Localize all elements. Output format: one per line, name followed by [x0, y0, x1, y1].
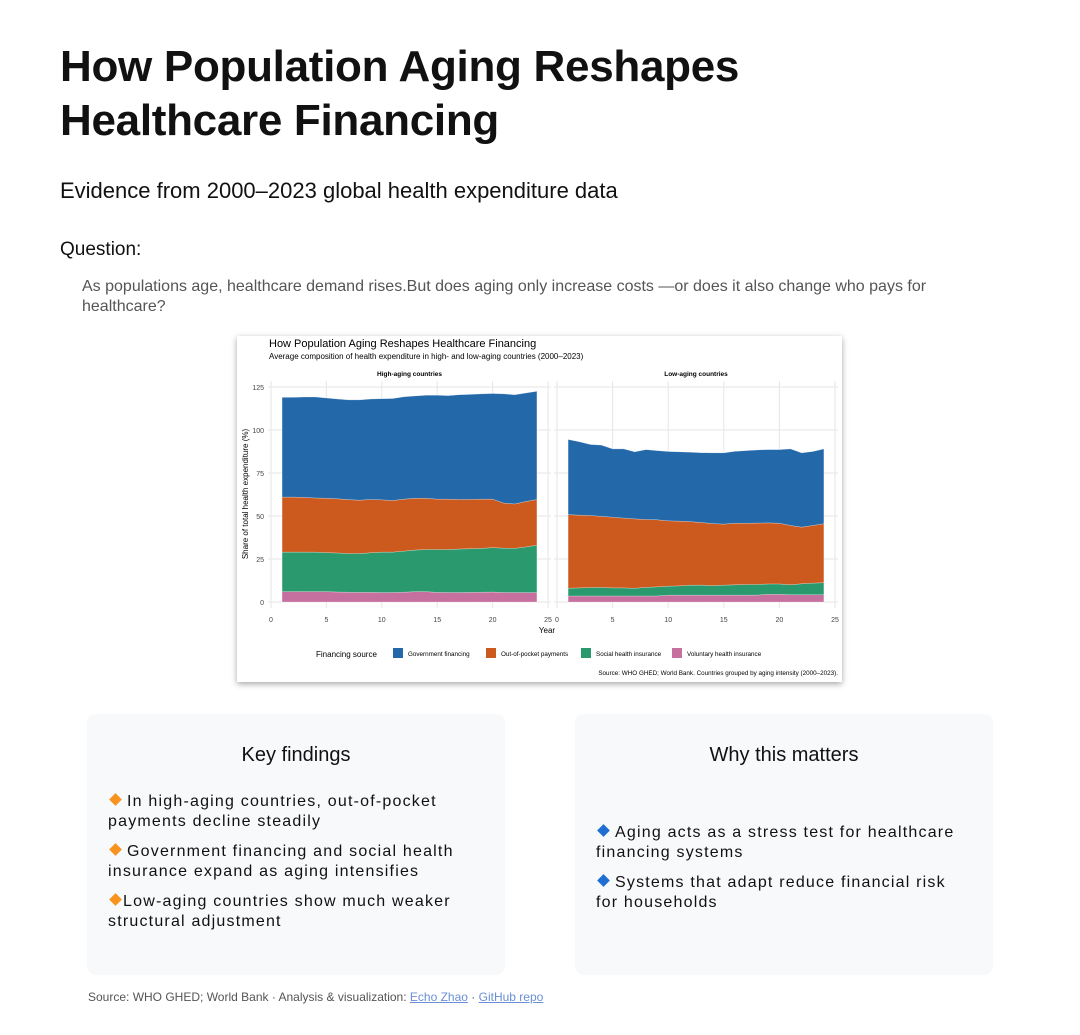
x-tick-label: 15 — [433, 617, 441, 624]
legend-swatch — [672, 648, 682, 658]
legend-swatch — [393, 648, 403, 658]
x-axis-label: Year — [539, 626, 556, 635]
panel-high-aging: 0 25 50 75 100 125 0 5 10 15 20 25 High-aging countr… — [252, 371, 552, 624]
matters-item: Aging acts as a stress test for healthca… — [596, 823, 973, 863]
chart-caption: Source: WHO GHED; World Bank. Countries … — [598, 670, 838, 677]
page-title: How Population Aging Reshapes Healthcare… — [60, 42, 740, 145]
github-repo-link[interactable]: GitHub repo — [478, 990, 544, 1004]
legend-label: Social health insurance — [596, 651, 662, 658]
y-tick-label: 25 — [256, 557, 264, 564]
y-tick-label: 75 — [256, 471, 264, 478]
legend-label: Government financing — [408, 651, 470, 658]
question-text: As populations age, healthcare demand ri… — [82, 278, 927, 315]
blue-diamond-icon — [597, 874, 610, 887]
key-findings-list: In high-aging countries, out-of-pocket p… — [108, 792, 485, 942]
legend-title: Financing source — [316, 650, 377, 659]
x-tick-label: 0 — [269, 617, 273, 624]
blue-diamond-icon — [597, 824, 610, 837]
legend-label: Out-of-pocket payments — [501, 651, 568, 658]
footer-source: Source: WHO GHED; World Bank · Analysis … — [88, 990, 410, 1004]
finding-text: Government financing and social health i… — [108, 843, 454, 880]
finding-item: Low-aging countries show much weaker str… — [108, 892, 485, 932]
y-tick-label: 0 — [260, 600, 264, 607]
x-tick-label: 10 — [378, 617, 386, 624]
area-out-of-pocket-payments — [281, 496, 538, 554]
finding-text: Low-aging countries show much weaker str… — [108, 893, 451, 930]
finding-item: In high-aging countries, out-of-pocket p… — [108, 792, 485, 832]
x-tick-label: 15 — [720, 617, 728, 624]
question-label: Question: — [60, 239, 142, 260]
area-government-financing — [281, 391, 538, 505]
x-tick-label: 10 — [664, 617, 672, 624]
finding-item: Government financing and social health i… — [108, 842, 485, 882]
matters-text: Systems that adapt reduce financial risk… — [596, 874, 946, 911]
y-tick-label: 100 — [252, 428, 264, 435]
stacked-area-chart: How Population Aging Reshapes Healthcare… — [241, 338, 839, 677]
y-tick-label: 50 — [256, 514, 264, 521]
area-out-of-pocket-payments — [567, 514, 825, 589]
finding-text: In high-aging countries, out-of-pocket p… — [108, 793, 437, 830]
panel-title: Low-aging countries — [664, 371, 728, 378]
legend-label: Voluntary health insurance — [687, 651, 762, 658]
footer: Source: WHO GHED; World Bank · Analysis … — [88, 990, 543, 1004]
orange-diamond-icon — [109, 893, 122, 906]
chart-figure: How Population Aging Reshapes Healthcare… — [237, 336, 842, 682]
key-findings-title: Key findings — [241, 744, 351, 766]
x-tick-label: 20 — [776, 617, 784, 624]
matters-text: Aging acts as a stress test for healthca… — [596, 824, 955, 861]
x-tick-label: 5 — [324, 617, 328, 624]
orange-diamond-icon — [109, 793, 122, 806]
orange-diamond-icon — [109, 843, 122, 856]
x-tick-label: 25 — [831, 617, 839, 624]
why-matters-title: Why this matters — [709, 744, 859, 766]
x-tick-label: 5 — [611, 617, 615, 624]
x-tick-label: 20 — [489, 617, 497, 624]
panel-low-aging: 0 5 10 15 20 25 Low-aging countries — [554, 371, 839, 624]
legend-swatch — [581, 648, 591, 658]
y-axis-label: Share of total health expenditure (%) — [241, 429, 250, 560]
x-tick-label: 0 — [555, 617, 559, 624]
why-matters-card: Why this matters Aging acts as a stress … — [575, 714, 993, 975]
chart-subtitle: Average composition of health expenditur… — [269, 352, 584, 361]
chart-legend: Financing source Government financing Out… — [316, 648, 762, 659]
chart-title: How Population Aging Reshapes Healthcare… — [269, 338, 536, 350]
area-government-financing — [567, 439, 825, 528]
panel-title: High-aging countries — [377, 371, 442, 378]
author-link[interactable]: Echo Zhao — [409, 990, 468, 1004]
key-findings-card: Key findings In high-aging countries, ou… — [87, 714, 505, 975]
legend-swatch — [486, 648, 496, 658]
footer-separator: · — [467, 990, 479, 1004]
matters-item: Systems that adapt reduce financial risk… — [596, 873, 973, 913]
area-voluntary-health-insurance — [281, 591, 538, 603]
why-matters-list: Aging acts as a stress test for healthca… — [596, 823, 973, 923]
x-tick-label: 25 — [544, 617, 552, 624]
y-tick-label: 125 — [252, 385, 264, 392]
page-subtitle: Evidence from 2000–2023 global health ex… — [60, 178, 618, 203]
